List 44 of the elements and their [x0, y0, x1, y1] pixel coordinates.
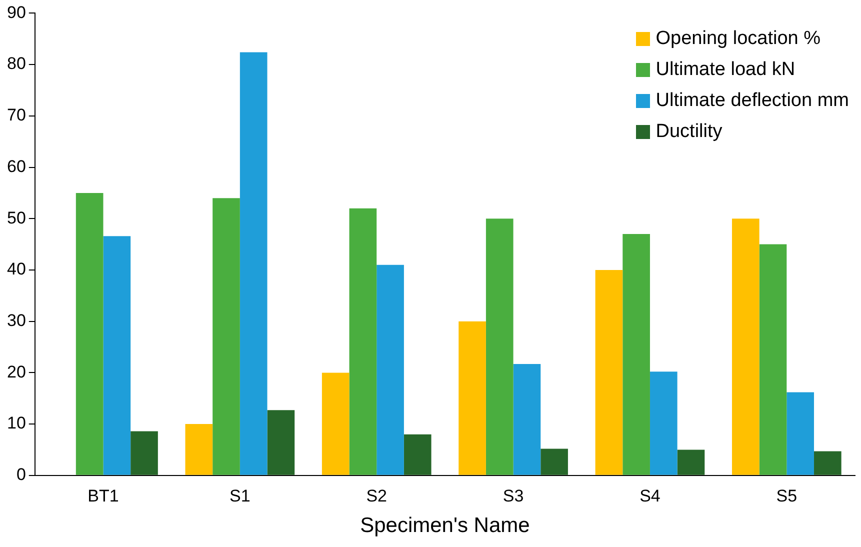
bar: [404, 434, 432, 475]
bar: [103, 236, 131, 475]
x-tick-label: S4: [640, 486, 660, 506]
y-tick-label: 30: [6, 311, 26, 330]
bar: [267, 410, 295, 475]
bar: [376, 264, 404, 475]
legend-label: Ductility: [656, 120, 722, 144]
legend-label: Ultimate deflection mm: [656, 89, 849, 114]
bar: [240, 52, 268, 475]
bar: [759, 244, 787, 475]
bar: [76, 192, 104, 475]
bar: [786, 392, 814, 475]
bar: [814, 451, 842, 475]
bar: [486, 218, 514, 475]
y-tick-label: 40: [6, 260, 26, 279]
y-tick-label: 70: [6, 106, 26, 125]
x-tick-label: S5: [776, 486, 798, 506]
legend-label: Opening location %: [656, 27, 821, 52]
x-tick-label: BT1: [88, 486, 119, 506]
y-tick-label: 60: [6, 156, 26, 176]
y-tick-label: 0: [16, 465, 26, 484]
y-tick-label: 50: [6, 208, 26, 228]
x-axis-title: Specimen's Name: [360, 514, 530, 538]
bar: [349, 208, 377, 475]
y-tick-label: 10: [6, 414, 26, 433]
x-tick-label: S1: [230, 486, 250, 506]
bar: [540, 448, 568, 475]
x-tick-label: S3: [502, 486, 524, 506]
bar: [212, 198, 240, 475]
y-tick-label: 80: [6, 54, 26, 74]
y-tick-label: 90: [6, 2, 26, 22]
y-tick-label: 20: [6, 362, 26, 382]
bar: [130, 431, 158, 475]
bar: [732, 218, 760, 475]
bar: [677, 450, 705, 475]
bar: [595, 270, 623, 475]
bar: [185, 424, 213, 475]
bar: [322, 372, 350, 475]
bar: [513, 364, 541, 475]
bar: [458, 321, 486, 475]
x-tick-label: S2: [366, 486, 388, 506]
bar: [622, 234, 650, 475]
bar: [650, 372, 678, 475]
legend-label: Ultimate load kN: [656, 58, 796, 82]
